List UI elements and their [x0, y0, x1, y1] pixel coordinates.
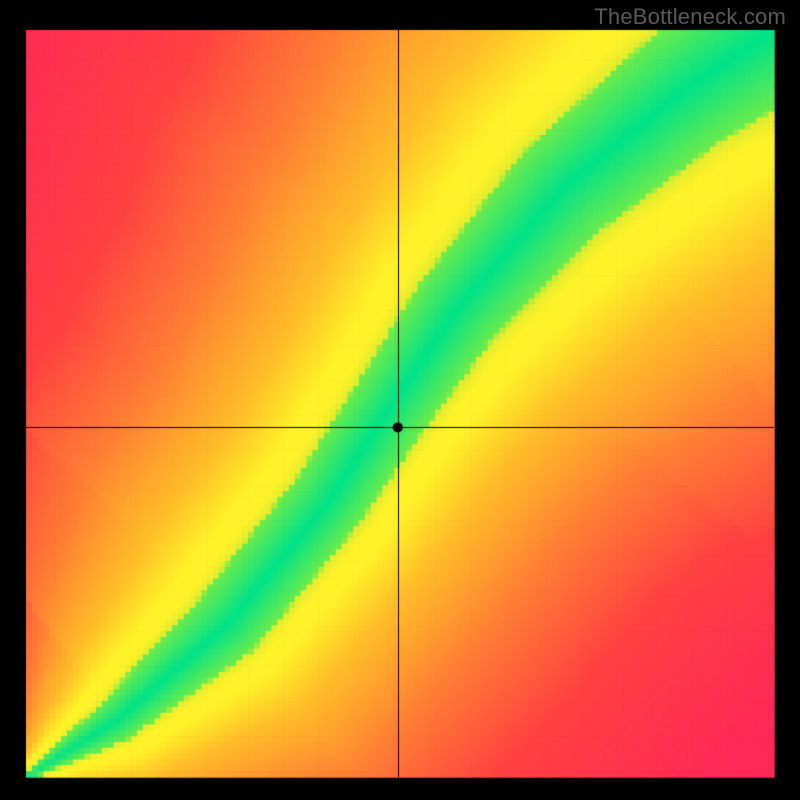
- chart-container: TheBottleneck.com: [0, 0, 800, 800]
- heatmap-canvas: [0, 0, 800, 800]
- watermark-text: TheBottleneck.com: [594, 4, 786, 30]
